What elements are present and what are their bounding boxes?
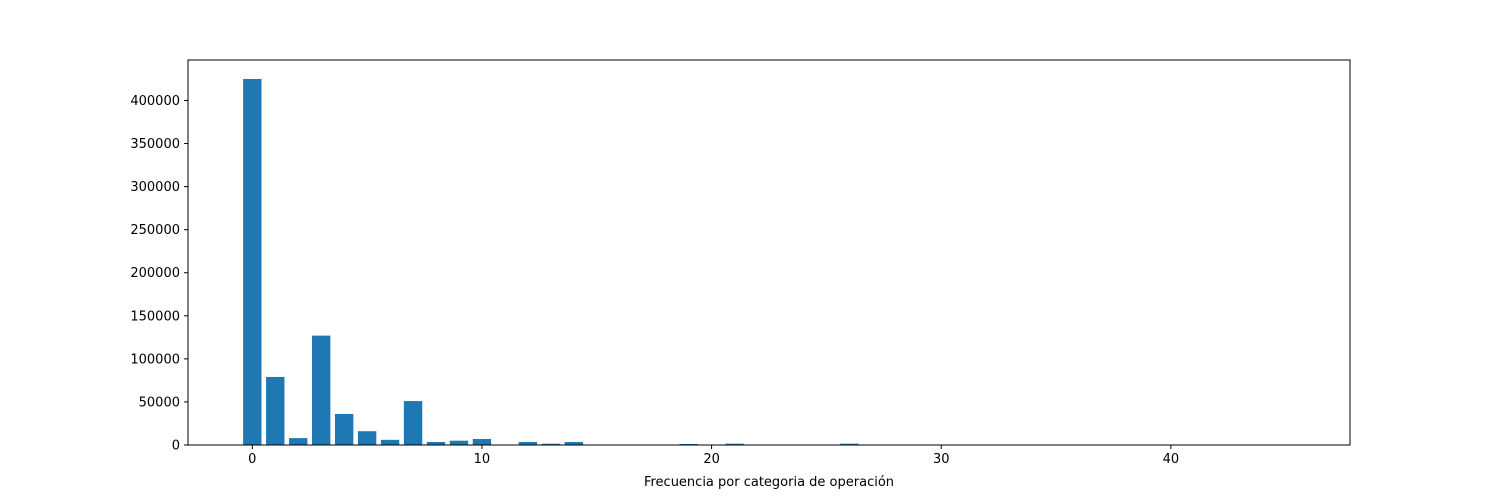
x-tick-label: 0 — [248, 452, 256, 467]
bar — [518, 441, 538, 445]
y-tick-label: 50000 — [139, 395, 180, 410]
x-tick-label: 30 — [933, 452, 950, 467]
bar — [380, 439, 400, 445]
plot-frame — [187, 59, 1351, 446]
bar — [403, 401, 423, 445]
bars-group — [243, 78, 1295, 445]
bar — [725, 443, 744, 445]
bar — [426, 441, 446, 445]
bar — [679, 443, 698, 445]
bar — [334, 413, 354, 445]
bar — [840, 443, 859, 445]
y-tick-label: 200000 — [130, 266, 180, 281]
y-tick-label: 150000 — [130, 309, 180, 324]
x-axis-ticks: 0 10 20 30 40 — [248, 445, 1179, 467]
y-tick-label: 0 — [172, 439, 180, 454]
y-tick-label: 350000 — [130, 137, 180, 152]
x-tick-label: 40 — [1163, 452, 1180, 467]
bar — [472, 438, 492, 445]
bar — [266, 376, 285, 445]
y-tick-label: 300000 — [130, 180, 180, 195]
bar — [541, 443, 561, 445]
y-axis-ticks: 0 50000 100000 150000 200000 250000 300000 3500… — [130, 94, 188, 454]
y-tick-label: 400000 — [130, 94, 180, 109]
y-tick-label: 250000 — [130, 223, 180, 238]
bar — [357, 431, 377, 445]
x-tick-label: 10 — [474, 452, 491, 467]
bar — [312, 335, 331, 445]
bar — [289, 438, 308, 445]
bar — [564, 441, 583, 445]
x-axis-label: Frecuencia por categoria de operación — [644, 475, 894, 490]
bar — [449, 440, 469, 445]
y-tick-label: 100000 — [130, 352, 180, 367]
x-tick-label: 20 — [703, 452, 720, 467]
bar — [243, 78, 262, 445]
